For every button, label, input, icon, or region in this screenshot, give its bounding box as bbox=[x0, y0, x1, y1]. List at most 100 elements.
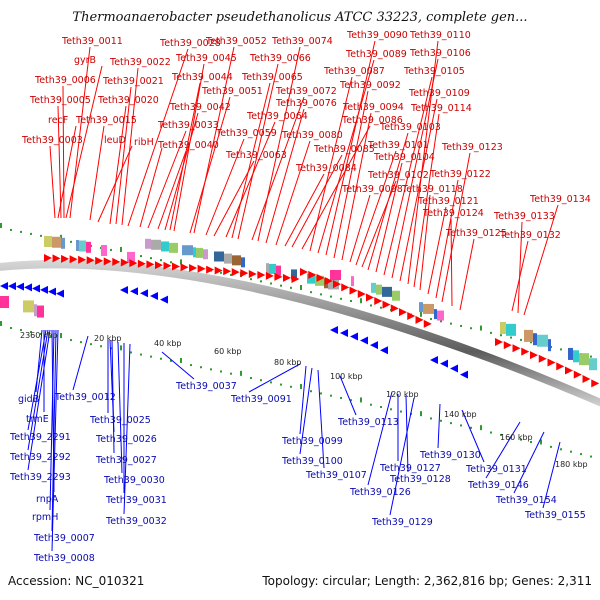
forward-gene-arrow[interactable] bbox=[324, 276, 333, 285]
forward-gene-label[interactable]: Teth39_0121 bbox=[417, 196, 479, 207]
forward-gene-label[interactable]: Teth39_0040 bbox=[157, 140, 219, 151]
forward-gene-arrow[interactable] bbox=[582, 374, 591, 383]
reverse-gene-label[interactable]: Teth39_0037 bbox=[175, 381, 237, 392]
forward-gene-label[interactable]: Teth39_0080 bbox=[281, 130, 343, 141]
forward-gene-arrow[interactable] bbox=[374, 297, 383, 306]
reverse-gene-label[interactable]: Teth39_0032 bbox=[105, 516, 167, 527]
forward-gene-label[interactable]: Teth39_0028 bbox=[159, 38, 221, 49]
reverse-gene-label[interactable]: Teth39_0031 bbox=[105, 495, 167, 506]
forward-gene-label[interactable]: Teth39_0021 bbox=[102, 76, 164, 87]
forward-gene-arrow[interactable] bbox=[556, 362, 565, 371]
reverse-gene-label[interactable]: Teth39_0008 bbox=[33, 553, 95, 564]
reverse-gene-arrow[interactable] bbox=[160, 295, 168, 304]
reverse-gene-arrow[interactable] bbox=[460, 370, 468, 379]
forward-gene-arrow[interactable] bbox=[223, 267, 232, 276]
forward-gene-label[interactable]: Teth39_0134 bbox=[529, 194, 591, 205]
forward-gene-label[interactable]: Teth39_0114 bbox=[410, 103, 472, 114]
reverse-gene-label[interactable]: Teth39_2293 bbox=[9, 472, 71, 483]
forward-gene-arrow[interactable] bbox=[137, 259, 146, 268]
forward-gene-arrow[interactable] bbox=[591, 379, 600, 388]
forward-gene-arrow[interactable] bbox=[231, 268, 240, 277]
forward-gene-label[interactable]: Teth39_0133 bbox=[493, 211, 555, 222]
forward-gene-arrow[interactable] bbox=[154, 261, 163, 270]
forward-gene-label[interactable]: Teth39_0063 bbox=[225, 150, 287, 161]
forward-gene-label[interactable]: leuD bbox=[104, 135, 126, 146]
reverse-gene-label[interactable]: Teth39_0130 bbox=[419, 450, 481, 461]
reverse-gene-label[interactable]: Teth39_0100 bbox=[281, 456, 343, 467]
forward-gene-arrow[interactable] bbox=[86, 256, 95, 265]
forward-gene-arrow[interactable] bbox=[565, 366, 573, 375]
reverse-gene-label[interactable]: Teth39_2291 bbox=[9, 432, 71, 443]
reverse-gene-label[interactable]: Teth39_0025 bbox=[89, 415, 151, 426]
forward-gene-label[interactable]: recF bbox=[48, 115, 68, 126]
forward-gene-label[interactable]: Teth39_0105 bbox=[403, 66, 465, 77]
forward-gene-label[interactable]: Teth39_0065 bbox=[241, 72, 303, 83]
reverse-gene-arrow[interactable] bbox=[16, 282, 24, 291]
reverse-gene-arrow[interactable] bbox=[340, 328, 348, 337]
forward-gene-label[interactable]: Teth39_0098 bbox=[341, 184, 403, 195]
forward-gene-arrow[interactable] bbox=[282, 273, 291, 282]
forward-gene-label[interactable]: Teth39_0104 bbox=[373, 152, 435, 163]
reverse-gene-arrow[interactable] bbox=[450, 364, 458, 373]
forward-gene-arrow[interactable] bbox=[495, 338, 503, 346]
forward-gene-arrow[interactable] bbox=[503, 341, 512, 350]
reverse-gene-arrow[interactable] bbox=[24, 283, 32, 292]
forward-gene-label[interactable]: Teth39_0076 bbox=[275, 98, 337, 109]
reverse-gene-arrow[interactable] bbox=[40, 285, 48, 294]
reverse-gene-label[interactable]: rnpA bbox=[36, 494, 59, 505]
reverse-gene-label[interactable]: gidB bbox=[18, 394, 39, 405]
forward-gene-label[interactable]: Teth39_0011 bbox=[61, 36, 123, 47]
forward-gene-label[interactable]: Teth39_0084 bbox=[295, 163, 357, 174]
forward-gene-label[interactable]: Teth39_0085 bbox=[313, 144, 375, 155]
forward-gene-label[interactable]: Teth39_0102 bbox=[367, 170, 429, 181]
forward-gene-arrow[interactable] bbox=[61, 254, 70, 263]
forward-gene-label[interactable]: Teth39_0094 bbox=[342, 102, 404, 113]
reverse-gene-label[interactable]: Teth39_0107 bbox=[305, 470, 367, 481]
forward-gene-arrow[interactable] bbox=[399, 308, 407, 317]
forward-gene-label[interactable]: Teth39_0123 bbox=[441, 142, 503, 153]
forward-gene-arrow[interactable] bbox=[521, 347, 530, 356]
forward-gene-label[interactable]: Teth39_0122 bbox=[429, 169, 491, 180]
forward-gene-arrow[interactable] bbox=[112, 257, 121, 266]
reverse-gene-arrow[interactable] bbox=[32, 284, 40, 293]
reverse-gene-arrow[interactable] bbox=[120, 286, 128, 294]
forward-gene-arrow[interactable] bbox=[538, 354, 547, 363]
reverse-gene-arrow[interactable] bbox=[350, 332, 358, 341]
forward-gene-label[interactable]: Teth39_0086 bbox=[341, 115, 403, 126]
forward-gene-arrow[interactable] bbox=[274, 272, 283, 281]
reverse-gene-label[interactable]: Teth39_0146 bbox=[467, 480, 529, 491]
forward-gene-label[interactable]: Teth39_0101 bbox=[367, 140, 429, 151]
reverse-gene-label[interactable]: trmE bbox=[26, 414, 49, 425]
forward-gene-label[interactable]: Teth39_0118 bbox=[401, 184, 463, 195]
forward-gene-arrow[interactable] bbox=[163, 261, 172, 270]
forward-gene-label[interactable]: Teth39_0059 bbox=[215, 128, 277, 139]
reverse-gene-label[interactable]: Teth39_2292 bbox=[9, 452, 71, 463]
reverse-gene-arrow[interactable] bbox=[370, 341, 378, 350]
forward-gene-arrow[interactable] bbox=[189, 264, 198, 273]
forward-gene-arrow[interactable] bbox=[129, 259, 138, 268]
forward-gene-label[interactable]: Teth39_0106 bbox=[409, 48, 471, 59]
forward-gene-arrow[interactable] bbox=[512, 344, 521, 353]
forward-gene-arrow[interactable] bbox=[103, 257, 112, 266]
forward-gene-label[interactable]: Teth39_0042 bbox=[169, 102, 231, 113]
forward-gene-label[interactable]: Teth39_0051 bbox=[201, 86, 263, 97]
forward-gene-arrow[interactable] bbox=[95, 256, 104, 265]
forward-gene-label[interactable]: Teth39_0090 bbox=[346, 30, 408, 41]
reverse-gene-arrow[interactable] bbox=[130, 287, 138, 296]
forward-gene-arrow[interactable] bbox=[547, 358, 556, 367]
forward-gene-label[interactable]: Teth39_0064 bbox=[246, 111, 308, 122]
forward-gene-arrow[interactable] bbox=[530, 351, 538, 360]
forward-gene-arrow[interactable] bbox=[78, 255, 87, 264]
forward-gene-label[interactable]: ribH bbox=[134, 137, 154, 148]
forward-gene-arrow[interactable] bbox=[423, 319, 432, 328]
forward-gene-arrow[interactable] bbox=[291, 274, 300, 283]
forward-gene-label[interactable]: Teth39_0089 bbox=[345, 49, 407, 60]
forward-gene-arrow[interactable] bbox=[415, 315, 424, 324]
reverse-gene-arrow[interactable] bbox=[48, 287, 56, 296]
forward-gene-arrow[interactable] bbox=[120, 258, 129, 267]
forward-gene-arrow[interactable] bbox=[248, 270, 257, 278]
reverse-gene-label[interactable]: Teth39_0012 bbox=[54, 392, 116, 403]
forward-gene-label[interactable]: Teth39_0124 bbox=[422, 208, 484, 219]
reverse-gene-arrow[interactable] bbox=[150, 292, 158, 300]
reverse-gene-arrow[interactable] bbox=[56, 289, 64, 298]
